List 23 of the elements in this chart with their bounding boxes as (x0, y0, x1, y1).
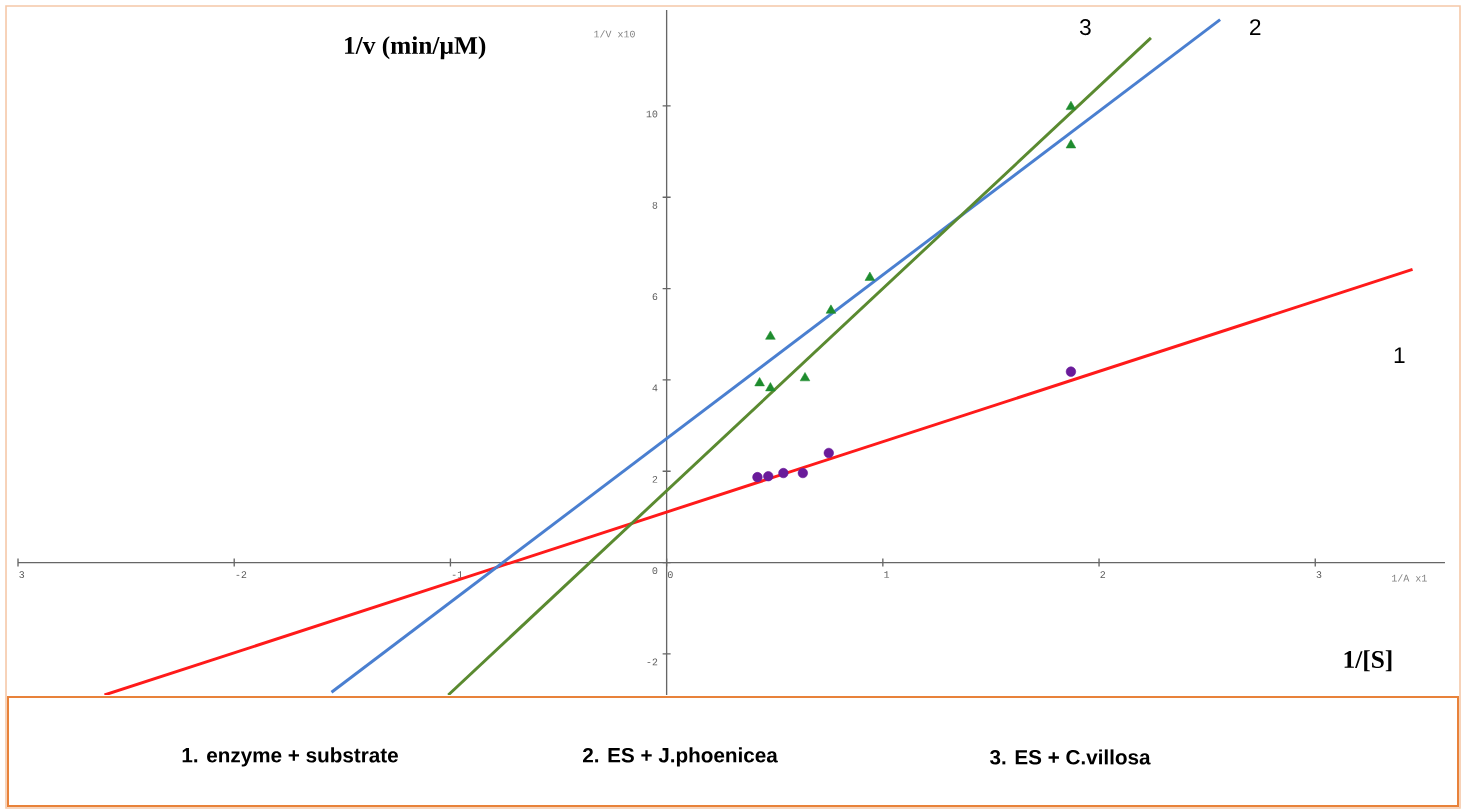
y-tick-label: 4 (652, 384, 658, 392)
y-tick-label: 2 (652, 475, 658, 483)
annotation: 1 (1394, 347, 1405, 364)
y-tick-label: 10 (646, 110, 658, 118)
y-tick-label: -2 (647, 658, 658, 666)
x-tick-label: 3 (1316, 571, 1322, 579)
annotation: 3 (1079, 19, 1091, 36)
x-tick-label: 3 (19, 571, 25, 579)
y-tick-label: 8 (652, 201, 658, 209)
x-axis-title: 1/[S] (1344, 650, 1392, 672)
annotation: 1/A x1 (1392, 574, 1427, 582)
x-tick-label: 1 (884, 571, 890, 578)
y-axis-title: 1/v (min/µM) (345, 36, 486, 60)
text: 3. ES + C.villosa (989, 749, 1151, 765)
annotation: 1/V x10 (594, 30, 635, 38)
annotation: 2 (1250, 19, 1261, 36)
x-tick-label: -2 (236, 571, 247, 578)
text: 1. enzyme + substrate (182, 747, 398, 767)
x-tick-label: -1 (452, 571, 463, 578)
y-tick-label: 6 (652, 293, 658, 301)
text: 2. ES + J.phoenicea (582, 747, 778, 767)
x-tick-label: 2 (1100, 571, 1106, 578)
x-tick-label: 0 (667, 571, 673, 579)
